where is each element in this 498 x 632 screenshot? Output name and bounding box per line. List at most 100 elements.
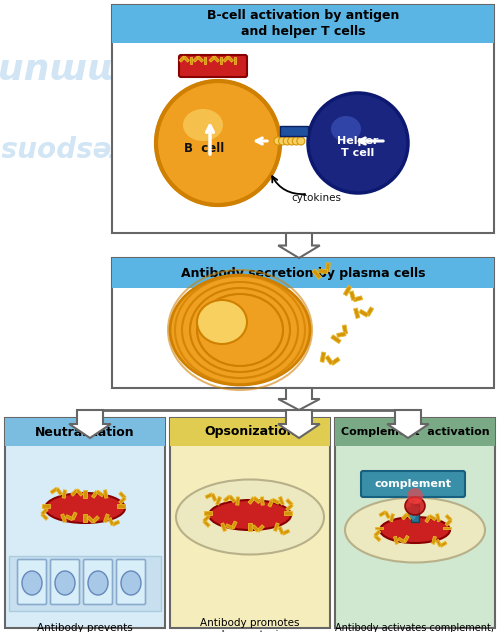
Polygon shape [209, 56, 215, 62]
Bar [411, 504, 419, 522]
Polygon shape [220, 57, 222, 64]
Polygon shape [108, 518, 114, 525]
Bar [335, 418, 495, 446]
Polygon shape [398, 537, 405, 544]
Polygon shape [440, 541, 447, 547]
Polygon shape [429, 514, 436, 521]
Polygon shape [325, 355, 333, 365]
Polygon shape [337, 332, 346, 337]
Text: response: response [0, 134, 124, 162]
Polygon shape [384, 511, 390, 519]
FancyBboxPatch shape [84, 559, 113, 604]
Polygon shape [87, 516, 94, 523]
Polygon shape [445, 514, 452, 521]
Ellipse shape [55, 571, 75, 595]
Polygon shape [193, 56, 199, 62]
FancyBboxPatch shape [17, 559, 46, 604]
Polygon shape [436, 514, 440, 522]
Polygon shape [56, 488, 62, 495]
Polygon shape [84, 490, 87, 498]
Polygon shape [353, 296, 363, 302]
Polygon shape [223, 56, 229, 62]
Polygon shape [260, 497, 264, 505]
Polygon shape [92, 490, 98, 498]
Polygon shape [278, 497, 284, 505]
Polygon shape [374, 535, 381, 542]
Polygon shape [320, 352, 326, 362]
Polygon shape [278, 526, 284, 535]
Text: B-cell activation by antigen
and helper T cells: B-cell activation by antigen and helper … [207, 9, 399, 39]
Polygon shape [278, 410, 320, 438]
Polygon shape [406, 513, 413, 520]
Bar [112, 258, 494, 288]
Polygon shape [278, 233, 320, 258]
Polygon shape [319, 269, 328, 274]
Polygon shape [257, 525, 264, 532]
Polygon shape [96, 490, 104, 497]
Polygon shape [436, 539, 442, 547]
Text: Opsonization: Opsonization [204, 425, 296, 439]
Polygon shape [379, 511, 386, 517]
Text: Complement  activation: Complement activation [341, 427, 490, 437]
Polygon shape [216, 497, 222, 505]
Polygon shape [252, 525, 259, 532]
Text: immune: immune [0, 51, 134, 85]
Circle shape [156, 81, 280, 205]
Polygon shape [343, 286, 352, 296]
Polygon shape [387, 410, 429, 438]
Polygon shape [236, 497, 240, 505]
Polygon shape [268, 499, 274, 507]
Polygon shape [213, 56, 220, 62]
Polygon shape [71, 489, 78, 496]
Polygon shape [203, 520, 210, 527]
Ellipse shape [176, 480, 324, 554]
Polygon shape [331, 335, 341, 344]
Polygon shape [253, 497, 260, 504]
Text: cytokines: cytokines [291, 193, 341, 203]
Circle shape [274, 137, 282, 145]
Polygon shape [374, 530, 381, 537]
Polygon shape [179, 56, 185, 62]
Bar [335, 418, 495, 628]
Polygon shape [326, 263, 330, 272]
Polygon shape [443, 526, 451, 530]
Polygon shape [393, 536, 398, 544]
Ellipse shape [405, 497, 425, 515]
Polygon shape [403, 535, 409, 543]
Polygon shape [50, 487, 58, 494]
Polygon shape [278, 388, 320, 410]
Polygon shape [284, 511, 292, 514]
Polygon shape [312, 269, 322, 279]
Polygon shape [272, 499, 279, 504]
Text: B  cell: B cell [184, 142, 224, 155]
Ellipse shape [380, 517, 450, 543]
Ellipse shape [197, 300, 247, 344]
Text: Helper
T cell: Helper T cell [337, 136, 378, 158]
FancyBboxPatch shape [179, 55, 247, 77]
Polygon shape [425, 515, 431, 523]
Bar [170, 418, 330, 628]
Polygon shape [286, 504, 293, 511]
Ellipse shape [345, 497, 485, 562]
Bar [112, 5, 494, 43]
FancyBboxPatch shape [117, 559, 145, 604]
Text: complement: complement [374, 479, 452, 489]
Bar [9, 556, 161, 611]
Polygon shape [229, 495, 236, 503]
Polygon shape [413, 514, 416, 521]
Polygon shape [282, 530, 290, 535]
Circle shape [278, 137, 286, 145]
Polygon shape [84, 514, 87, 522]
Polygon shape [119, 492, 126, 499]
Bar [5, 418, 165, 446]
Polygon shape [389, 514, 394, 522]
Text: Neutralization: Neutralization [35, 425, 135, 439]
Polygon shape [205, 493, 213, 499]
FancyBboxPatch shape [361, 471, 465, 497]
Circle shape [297, 137, 305, 145]
Polygon shape [248, 497, 255, 504]
Polygon shape [203, 515, 210, 522]
Polygon shape [65, 514, 73, 521]
Polygon shape [226, 524, 233, 530]
Polygon shape [190, 57, 192, 64]
